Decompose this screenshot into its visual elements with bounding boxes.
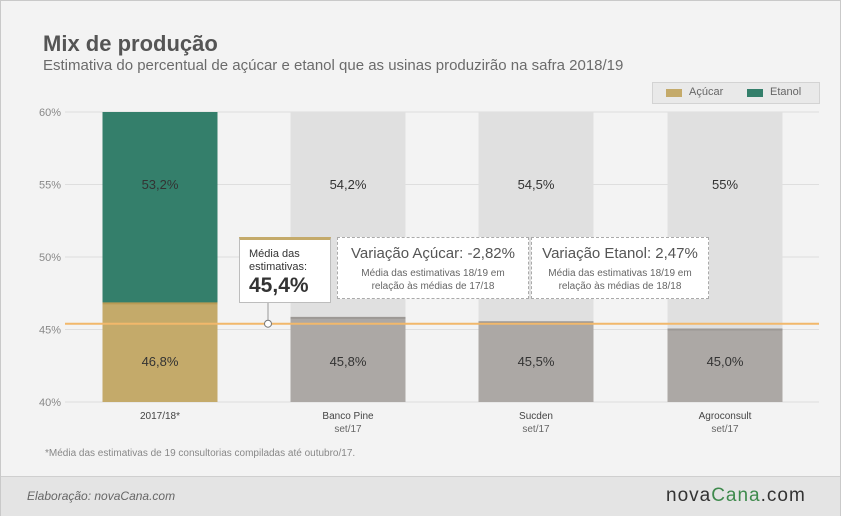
x-tick-sublabel: set/17 [711,424,739,435]
x-tick-sublabel: set/17 [522,424,550,435]
logo-part-tail: .com [760,485,806,506]
mean-callout: Média das estimativas: 45,4% [239,237,331,303]
chart-subtitle: Estimativa do percentual de açúcar e eta… [43,57,624,74]
y-tick-label: 45% [39,325,61,337]
data-label-ethanol: 53,2% [142,177,179,192]
ethanol-variation-subtitle: Média das estimativas 18/19 em relação à… [548,268,692,292]
novacana-logo: novaCana.com [666,485,806,507]
y-tick-label: 50% [39,252,61,264]
data-label-ethanol: 55% [712,177,738,192]
mean-callout-value: 45,4% [249,274,309,297]
sugar-variation-callout: Variação Açúcar: -2,82% Média das estima… [337,237,529,299]
credit-text: Elaboração: novaCana.com [27,489,176,503]
logo-part-main: nova [666,485,712,506]
x-tick-sublabel: set/17 [334,424,362,435]
data-label-sugar: 46,8% [142,354,179,369]
sugar-variation-title: Variação Açúcar: -2,82% [351,245,515,262]
x-tick-label: 2017/18* [140,411,180,422]
data-label-sugar: 45,5% [518,354,555,369]
legend-label-sugar: Açúcar [689,86,724,98]
legend-swatch-ethanol [747,89,763,97]
legend: Açúcar Etanol [652,82,820,104]
y-tick-label: 60% [39,107,61,119]
bar-sugar [478,322,594,402]
y-tick-label: 40% [39,397,61,409]
bar-ethanol [102,112,218,304]
x-tick-label: Banco Pine [322,411,374,422]
data-label-sugar: 45,0% [707,354,744,369]
ethanol-variation-callout: Variação Etanol: 2,47% Média das estimat… [531,237,709,299]
logo-part-accent: Cana [711,485,761,506]
x-tick-label: Sucden [519,411,553,422]
ethanol-variation-title: Variação Etanol: 2,47% [542,245,698,262]
mean-callout-label: Média das estimativas: [249,248,308,273]
mean-marker [264,319,272,328]
data-label-sugar: 45,8% [330,354,367,369]
x-tick-label: Agroconsult [699,411,752,422]
bar-sugar [102,303,218,402]
legend-label-ethanol: Etanol [770,86,802,98]
bar-sugar [667,329,783,402]
y-tick-label: 55% [39,180,61,192]
sugar-variation-subtitle: Média das estimativas 18/19 em relação à… [361,268,505,292]
legend-swatch-sugar [666,89,682,97]
data-label-ethanol: 54,2% [330,177,367,192]
data-label-ethanol: 54,5% [518,177,555,192]
footer: Elaboração: novaCana.com novaCana.com [1,476,840,516]
footnote: *Média das estimativas de 19 consultoria… [45,448,356,459]
bar-sugar [290,317,406,402]
chart-title: Mix de produção [43,31,218,56]
